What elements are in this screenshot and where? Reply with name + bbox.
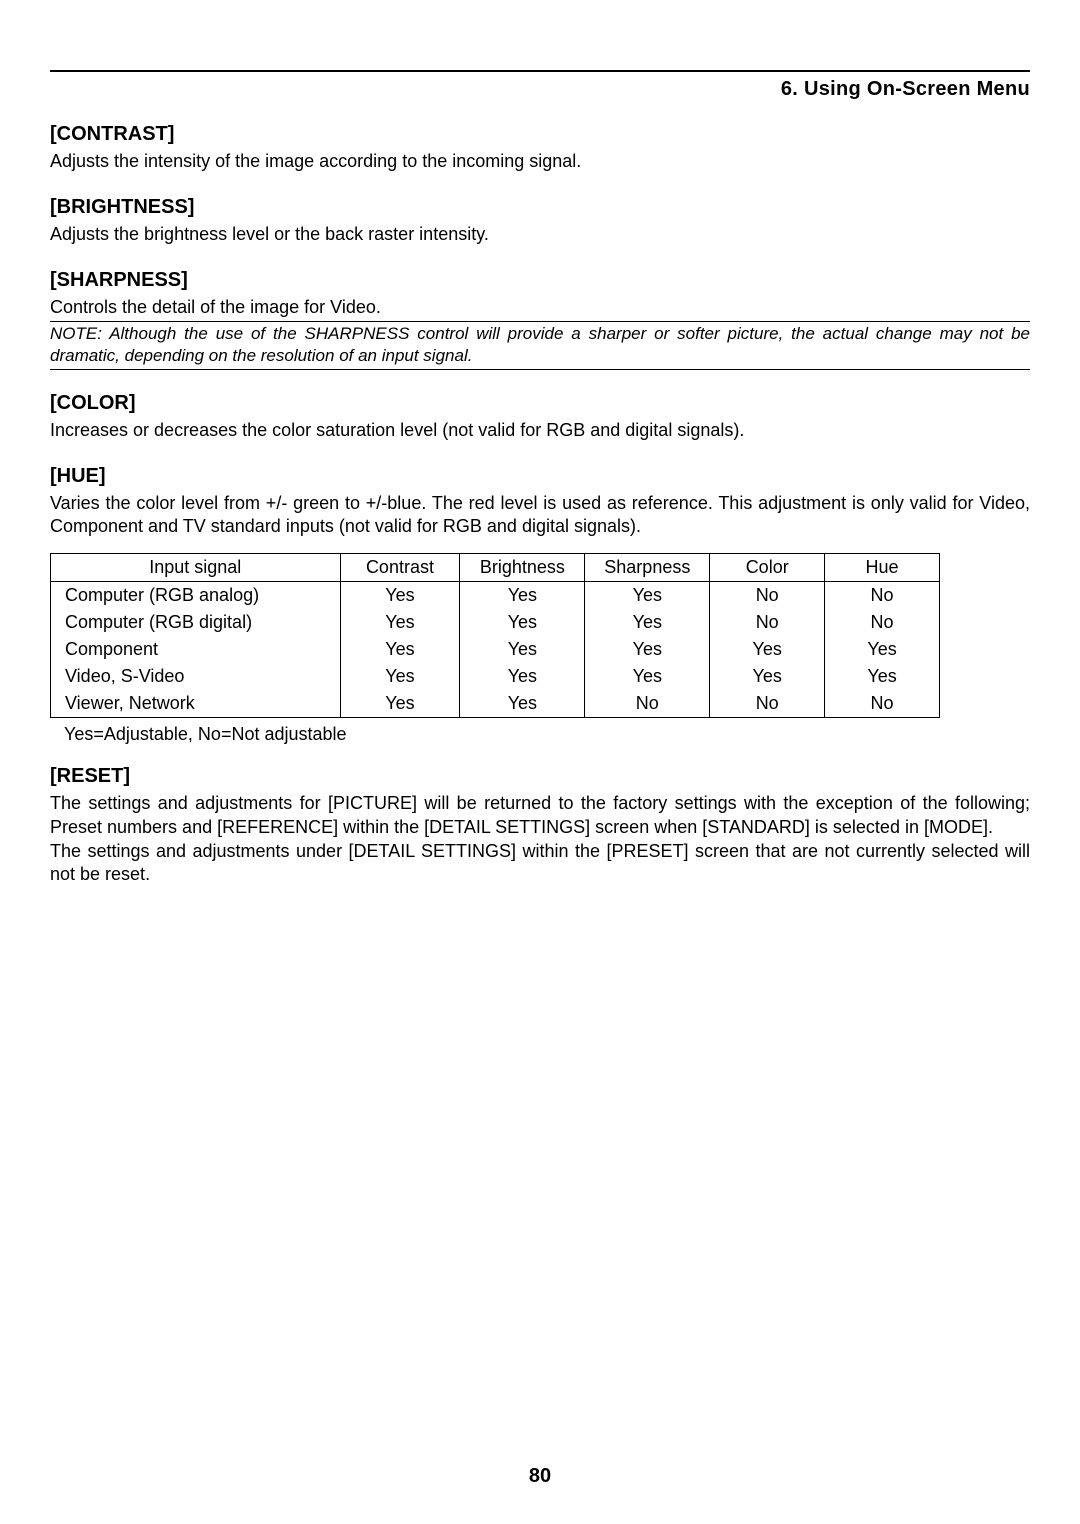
reset-heading: [RESET]: [50, 765, 1030, 788]
table-row: Video, S-Video Yes Yes Yes Yes Yes: [51, 663, 940, 690]
color-body: Increases or decreases the color saturat…: [50, 419, 1030, 443]
col-input-signal: Input signal: [51, 554, 341, 582]
col-sharpness: Sharpness: [585, 554, 710, 582]
sharpness-body: Controls the detail of the image for Vid…: [50, 296, 1030, 320]
col-contrast: Contrast: [340, 554, 460, 582]
contrast-body: Adjusts the intensity of the image accor…: [50, 150, 1030, 174]
table-legend: Yes=Adjustable, No=Not adjustable: [64, 724, 1030, 745]
reset-body-1: The settings and adjustments for [PICTUR…: [50, 792, 1030, 840]
hue-heading: [HUE]: [50, 465, 1030, 488]
sharpness-heading: [SHARPNESS]: [50, 269, 1030, 292]
signal-table: Input signal Contrast Brightness Sharpne…: [50, 553, 940, 718]
color-heading: [COLOR]: [50, 392, 1030, 415]
table-row: Computer (RGB digital) Yes Yes Yes No No: [51, 609, 940, 636]
col-brightness: Brightness: [460, 554, 585, 582]
chapter-title: 6. Using On-Screen Menu: [50, 78, 1030, 101]
table-row: Viewer, Network Yes Yes No No No: [51, 690, 940, 718]
table-row: Component Yes Yes Yes Yes Yes: [51, 636, 940, 663]
brightness-heading: [BRIGHTNESS]: [50, 196, 1030, 219]
table-header-row: Input signal Contrast Brightness Sharpne…: [51, 554, 940, 582]
table-body: Computer (RGB analog) Yes Yes Yes No No …: [51, 582, 940, 718]
contrast-heading: [CONTRAST]: [50, 123, 1030, 146]
page-number: 80: [0, 1465, 1080, 1488]
reset-body-2: The settings and adjustments under [DETA…: [50, 840, 1030, 888]
brightness-body: Adjusts the brightness level or the back…: [50, 223, 1030, 247]
col-color: Color: [710, 554, 825, 582]
col-hue: Hue: [825, 554, 940, 582]
hue-body: Varies the color level from +/- green to…: [50, 492, 1030, 540]
sharpness-note: NOTE: Although the use of the SHARPNESS …: [50, 321, 1030, 370]
table-row: Computer (RGB analog) Yes Yes Yes No No: [51, 582, 940, 610]
header-rule: [50, 70, 1030, 72]
